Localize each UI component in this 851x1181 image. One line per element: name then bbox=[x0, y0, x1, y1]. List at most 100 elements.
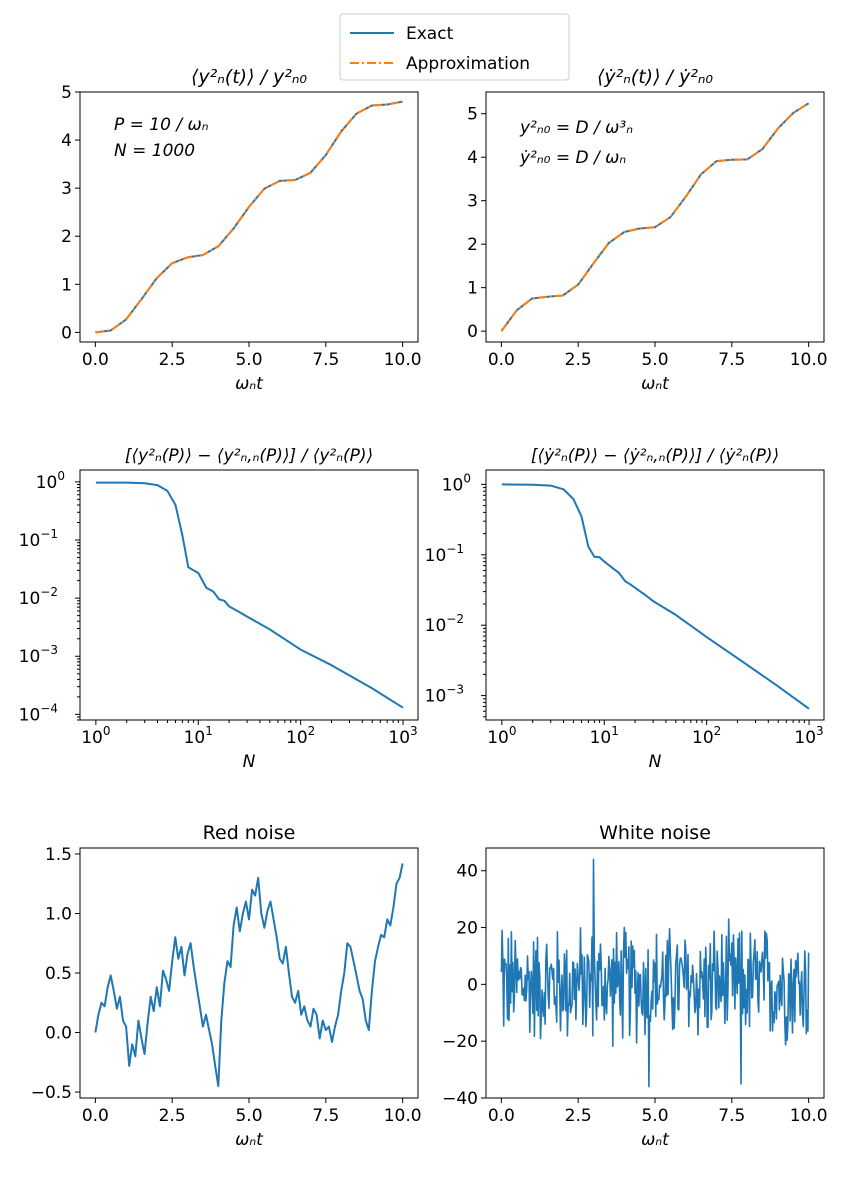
y-tick-label: 0.5 bbox=[45, 964, 72, 984]
x-tick-label: 7.5 bbox=[718, 1106, 745, 1126]
y-tick-exponent: 0 bbox=[57, 469, 65, 483]
x-tick-label: 100 bbox=[487, 724, 516, 748]
y-tick-label: 5 bbox=[467, 105, 478, 125]
y-tick-label: 10−1 bbox=[425, 542, 464, 566]
x-tick-label: 7.5 bbox=[718, 350, 745, 370]
panel-title: [⟨ẏ²ₙ(P)⟩ − ⟨ẏ²ₙ,ₙ(P)⟩] / ⟨ẏ²ₙ(P)⟩ bbox=[531, 446, 779, 466]
series-line-data-p4 bbox=[501, 483, 810, 710]
y-tick-label: 3 bbox=[467, 192, 478, 212]
x-axis-label: N bbox=[649, 752, 662, 772]
panel-p6: 0.0 2.5 5.0 7.5 10.0 −40 −20 0 20 40 White noise ωₙ… bbox=[442, 822, 827, 1150]
panel-title: Red noise bbox=[203, 822, 296, 844]
x-tick-label: 5.0 bbox=[641, 1106, 668, 1126]
panel-title: ⟨y²ₙ(t)⟩ / y²ₙ₀ bbox=[191, 66, 307, 88]
y-tick-label: 0 bbox=[467, 975, 478, 995]
annotation-text: N = 1000 bbox=[114, 141, 195, 161]
y-tick-label: 10−3 bbox=[19, 643, 58, 667]
x-tick-label: 2.5 bbox=[159, 350, 186, 370]
x-tick-label: 10.0 bbox=[790, 1106, 828, 1126]
panel-p2: 0.0 2.5 5.0 7.5 10.0 0 1 2 3 4 5 ⟨ẏ²ₙ(t)⟩ / ẏ²ₙ₀ ωₙt… bbox=[467, 66, 827, 394]
x-tick-label: 2.5 bbox=[565, 1106, 592, 1126]
panel-title: White noise bbox=[599, 822, 711, 844]
x-tick-label: 7.5 bbox=[312, 350, 339, 370]
x-tick-label: 102 bbox=[692, 724, 721, 748]
y-tick-label: 10−4 bbox=[19, 701, 58, 725]
x-tick-exponent: 2 bbox=[308, 724, 316, 738]
x-tick-label: 0.0 bbox=[82, 350, 109, 370]
y-tick-exponent: −1 bbox=[446, 542, 464, 556]
y-tick-label: 0 bbox=[61, 323, 72, 343]
x-tick-label: 100 bbox=[81, 724, 110, 748]
x-tick-label: 103 bbox=[388, 724, 417, 748]
annotation-text: y²ₙ₀ = D / ω³ₙ bbox=[519, 118, 633, 138]
x-tick-exponent: 3 bbox=[816, 724, 824, 738]
x-tick-exponent: 3 bbox=[410, 724, 418, 738]
legend-box bbox=[339, 13, 570, 81]
y-tick-label: −0.5 bbox=[31, 1083, 72, 1103]
x-axis-label: ωₙt bbox=[641, 1130, 670, 1150]
series-line-data-p3 bbox=[95, 481, 404, 709]
y-tick-label: 20 bbox=[456, 919, 478, 939]
y-tick-exponent: 0 bbox=[463, 471, 471, 485]
x-tick-label: 5.0 bbox=[235, 1106, 262, 1126]
y-tick-exponent: −2 bbox=[40, 585, 58, 599]
x-axis-label: ωₙt bbox=[235, 1130, 264, 1150]
series-line-approximation-p2 bbox=[500, 102, 810, 332]
annotation-text: P = 10 / ωₙ bbox=[114, 115, 209, 135]
x-axis-label: ωₙt bbox=[641, 374, 670, 394]
y-tick-label: 4 bbox=[61, 131, 72, 151]
x-tick-label: 2.5 bbox=[159, 1106, 186, 1126]
series-line-approximation-p1 bbox=[95, 100, 403, 334]
x-tick-exponent: 1 bbox=[611, 724, 619, 738]
y-tick-label: 5 bbox=[61, 83, 72, 103]
y-tick-exponent: −2 bbox=[446, 612, 464, 626]
y-tick-label: 3 bbox=[61, 179, 72, 199]
x-tick-label: 10.0 bbox=[384, 1106, 422, 1126]
y-tick-label: 4 bbox=[467, 148, 478, 168]
x-tick-label: 101 bbox=[590, 724, 619, 748]
x-tick-label: 0.0 bbox=[488, 1106, 515, 1126]
panel-title: ⟨ẏ²ₙ(t)⟩ / ẏ²ₙ₀ bbox=[597, 66, 713, 88]
x-tick-label: 101 bbox=[184, 724, 213, 748]
x-tick-label: 0.0 bbox=[488, 350, 515, 370]
y-tick-label: 10−3 bbox=[425, 683, 464, 707]
x-tick-label: 10.0 bbox=[384, 350, 422, 370]
x-tick-label: 2.5 bbox=[565, 350, 592, 370]
y-tick-exponent: −3 bbox=[40, 643, 58, 657]
x-tick-label: 5.0 bbox=[641, 350, 668, 370]
y-tick-label: 2 bbox=[61, 227, 72, 247]
panel-title: [⟨y²ₙ(P)⟩ − ⟨y²ₙ,ₙ(P)⟩] / ⟨y²ₙ(P)⟩ bbox=[125, 446, 373, 466]
y-tick-exponent: −3 bbox=[446, 683, 464, 697]
x-tick-exponent: 2 bbox=[714, 724, 722, 738]
y-tick-label: 1.0 bbox=[45, 904, 72, 924]
panel-p3: 100 101 102 10310−410−310−210−1100[⟨y²ₙ(P)⟩… bbox=[19, 446, 419, 772]
y-tick-exponent: −4 bbox=[40, 701, 58, 715]
axes-frame bbox=[79, 469, 419, 721]
axes-frame bbox=[485, 469, 825, 721]
y-tick-label: 0 bbox=[467, 322, 478, 342]
panel-p5: 0.0 2.5 5.0 7.5 10.0 −0.5 0.0 0.5 1.0 1.5 Red nois… bbox=[31, 822, 422, 1150]
series-line-data-p6 bbox=[500, 858, 810, 1088]
y-tick-label: 10−2 bbox=[19, 585, 58, 609]
y-tick-label: −40 bbox=[442, 1089, 478, 1109]
x-tick-label: 103 bbox=[794, 724, 823, 748]
legend: Exact Approximation bbox=[339, 13, 570, 81]
x-tick-label: 102 bbox=[286, 724, 315, 748]
annotation-text: ẏ²ₙ₀ = D / ωₙ bbox=[519, 148, 626, 168]
x-tick-exponent: 1 bbox=[205, 724, 213, 738]
x-tick-label: 7.5 bbox=[312, 1106, 339, 1126]
x-tick-exponent: 0 bbox=[509, 724, 517, 738]
y-tick-label: 1 bbox=[61, 275, 72, 295]
y-tick-label: 100 bbox=[442, 471, 471, 495]
panel-p1: 0.0 2.5 5.0 7.5 10.0 0 1 2 3 4 5 ⟨y²ₙ(t)⟩ / y²ₙ₀ ωₙt… bbox=[61, 66, 421, 394]
legend-exact-label: Exact bbox=[406, 24, 454, 44]
x-axis-label: N bbox=[243, 752, 256, 772]
y-tick-label: 10−1 bbox=[19, 527, 58, 551]
x-tick-label: 5.0 bbox=[235, 350, 262, 370]
series-line-data-p5 bbox=[94, 863, 404, 1088]
y-tick-label: 10−2 bbox=[425, 612, 464, 636]
x-axis-label: ωₙt bbox=[235, 374, 264, 394]
y-tick-label: 1 bbox=[467, 279, 478, 299]
